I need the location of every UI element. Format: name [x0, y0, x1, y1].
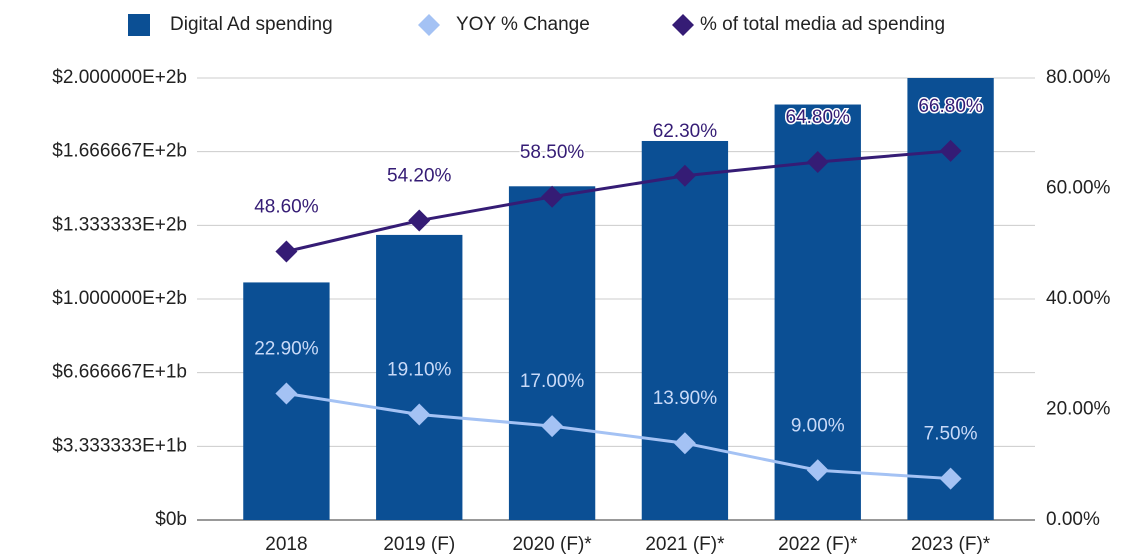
y2-tick-label: 0.00%	[1046, 509, 1100, 530]
bar	[641, 140, 729, 521]
data-label: 22.90%	[254, 338, 319, 359]
y-tick-label: $1.000000E+2b	[52, 288, 187, 309]
x-tick-label: 2020 (F)*	[512, 534, 592, 555]
data-label: 13.90%	[653, 388, 718, 409]
bar	[508, 186, 596, 521]
y-tick-label: $1.666667E+2b	[52, 141, 187, 162]
marker	[806, 459, 829, 482]
y2-tick-label: 80.00%	[1046, 67, 1111, 88]
legend-swatch	[418, 14, 440, 36]
y2-tick-label: 20.00%	[1046, 399, 1111, 420]
marker	[939, 467, 962, 490]
data-label: 62.30%	[653, 121, 718, 142]
marker	[673, 432, 696, 455]
y2-tick-label: 40.00%	[1046, 288, 1111, 309]
y-tick-label: $1.333333E+2b	[52, 214, 187, 235]
y-tick-label: $2.000000E+2b	[52, 67, 187, 88]
x-tick-label: 2019 (F)	[383, 534, 455, 555]
data-label: 7.50%	[924, 424, 978, 445]
data-label: 64.80%	[786, 107, 851, 128]
legend-label: % of total media ad spending	[700, 14, 945, 35]
line	[286, 149, 951, 253]
y-tick-label: $0b	[155, 509, 187, 530]
y-tick-label: $6.666667E+1b	[52, 362, 187, 383]
y2-tick-label: 60.00%	[1046, 178, 1111, 199]
data-label: 58.50%	[520, 142, 585, 163]
legend-swatch	[672, 14, 694, 36]
marker	[541, 185, 564, 208]
marker	[806, 150, 829, 173]
x-tick-label: 2023 (F)*	[911, 534, 991, 555]
legend-swatch	[128, 14, 150, 36]
bar	[376, 234, 463, 520]
data-label: 9.00%	[791, 415, 845, 436]
y-tick-label: $3.333333E+1b	[52, 435, 187, 456]
marker	[408, 209, 431, 232]
data-label: 66.80%	[918, 96, 983, 117]
marker	[673, 164, 696, 187]
x-tick-label: 2018	[265, 534, 307, 555]
x-tick-label: 2022 (F)*	[778, 534, 858, 555]
data-label: 19.10%	[387, 359, 452, 380]
line	[286, 391, 951, 481]
marker	[408, 403, 431, 426]
x-tick-label: 2021 (F)*	[645, 534, 725, 555]
marker	[541, 415, 564, 438]
data-label: 48.60%	[254, 197, 319, 218]
legend-label: Digital Ad spending	[170, 14, 333, 35]
marker	[275, 240, 298, 263]
legend-label: YOY % Change	[456, 14, 590, 35]
data-label: 54.20%	[387, 166, 452, 187]
marker	[939, 139, 962, 162]
data-label: 17.00%	[520, 371, 585, 392]
bar	[774, 104, 861, 521]
marker	[275, 382, 298, 405]
